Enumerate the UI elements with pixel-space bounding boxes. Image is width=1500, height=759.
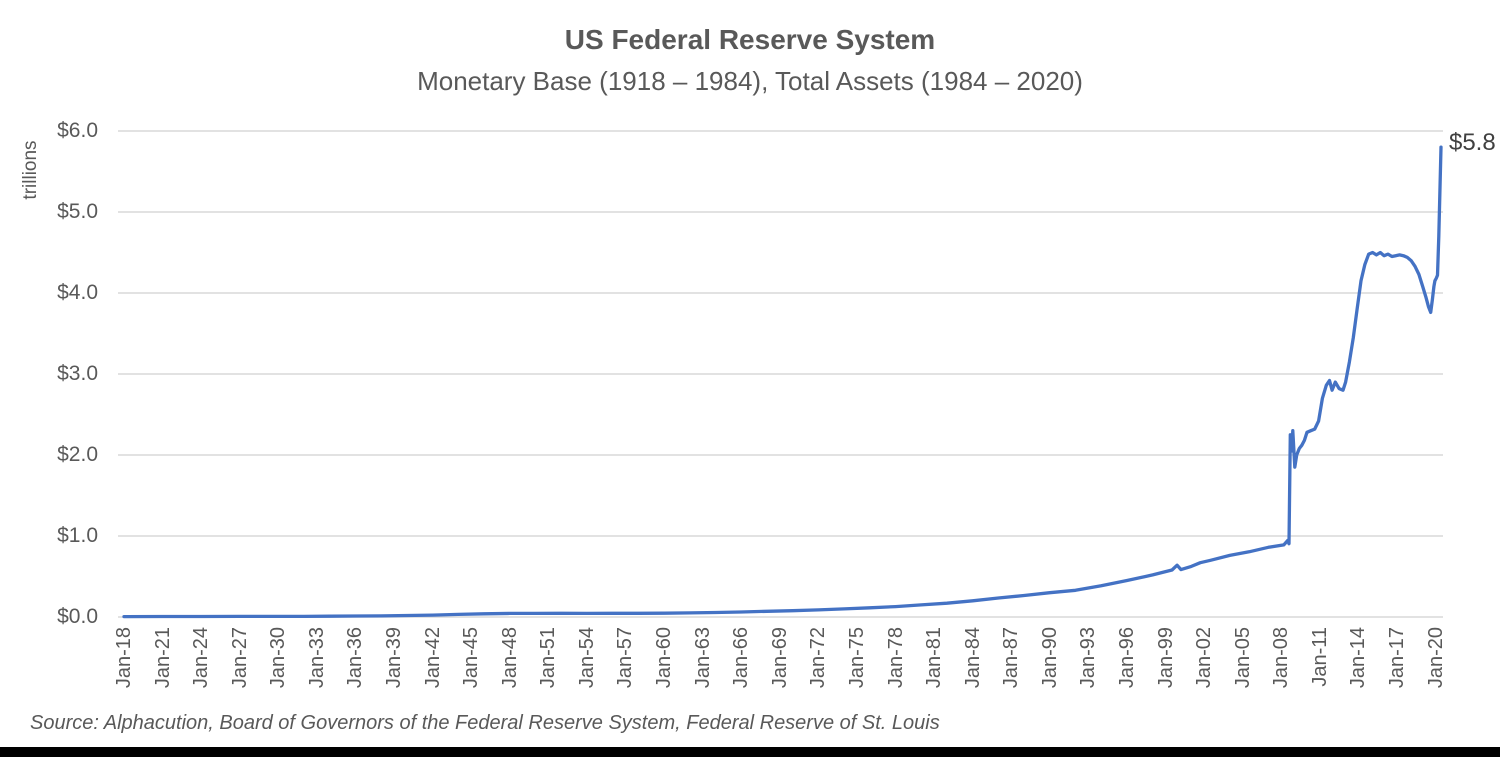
chart-subtitle: Monetary Base (1918 – 1984), Total Asset…	[417, 66, 1083, 96]
x-tick-label: Jan-72	[807, 627, 830, 689]
x-tick-label: Jan-45	[460, 627, 483, 689]
series-end-value-label: $5.8	[1448, 129, 1496, 157]
x-tick-label: Jan-11	[1308, 627, 1331, 687]
x-tick-label: Jan-60	[653, 627, 676, 689]
data-series-line	[122, 145, 1443, 619]
x-tick-label: Jan-84	[961, 627, 984, 689]
y-tick-label: $3.0	[57, 362, 98, 385]
x-tick-label: Jan-57	[614, 627, 637, 689]
x-tick-label: Jan-21	[151, 627, 174, 689]
x-tick-label: Jan-14	[1347, 627, 1370, 689]
y-tick-label: $2.0	[57, 443, 98, 466]
x-tick-label: Jan-08	[1270, 627, 1293, 689]
x-tick-label: Jan-17	[1385, 627, 1408, 689]
x-tick-label: Jan-75	[845, 627, 868, 689]
x-tick-label: Jan-36	[344, 627, 367, 689]
y-tick-label: $6.0	[57, 119, 98, 142]
x-tick-label: Jan-39	[383, 627, 406, 689]
x-tick-label: Jan-69	[768, 627, 791, 689]
x-tick-label: Jan-66	[730, 627, 753, 689]
x-tick-label: Jan-33	[305, 627, 328, 689]
bottom-black-bar	[0, 747, 1500, 757]
x-tick-label: Jan-93	[1077, 627, 1100, 689]
x-tick-label: Jan-30	[267, 627, 290, 689]
x-tick-label: Jan-05	[1231, 627, 1254, 689]
x-tick-label: Jan-90	[1038, 627, 1061, 689]
x-tick-label: Jan-24	[190, 627, 213, 689]
y-tick-label: $4.0	[57, 281, 98, 304]
x-tick-label: Jan-42	[421, 627, 444, 689]
x-tick-label: Jan-99	[1154, 627, 1177, 689]
x-tick-label: Jan-48	[498, 627, 521, 689]
x-tick-label: Jan-87	[1000, 627, 1023, 689]
x-tick-label: Jan-27	[228, 627, 251, 689]
chart-title: US Federal Reserve System	[564, 24, 936, 55]
x-tick-label: Jan-54	[575, 627, 598, 689]
source-attribution: Source: Alphacution, Board of Governors …	[30, 712, 940, 734]
x-tick-label: Jan-51	[537, 627, 560, 689]
x-tick-label: Jan-18	[113, 627, 135, 689]
x-tick-label: Jan-96	[1115, 627, 1138, 689]
y-tick-label: $5.0	[57, 200, 98, 223]
x-tick-label: Jan-78	[884, 627, 907, 689]
x-tick-label: Jan-02	[1193, 627, 1216, 689]
y-tick-label: $0.0	[57, 605, 98, 628]
x-tick-label: Jan-20	[1424, 627, 1447, 689]
x-tick-label: Jan-63	[691, 627, 714, 689]
y-tick-label: $1.0	[57, 524, 98, 547]
x-tick-label: Jan-81	[923, 627, 946, 689]
